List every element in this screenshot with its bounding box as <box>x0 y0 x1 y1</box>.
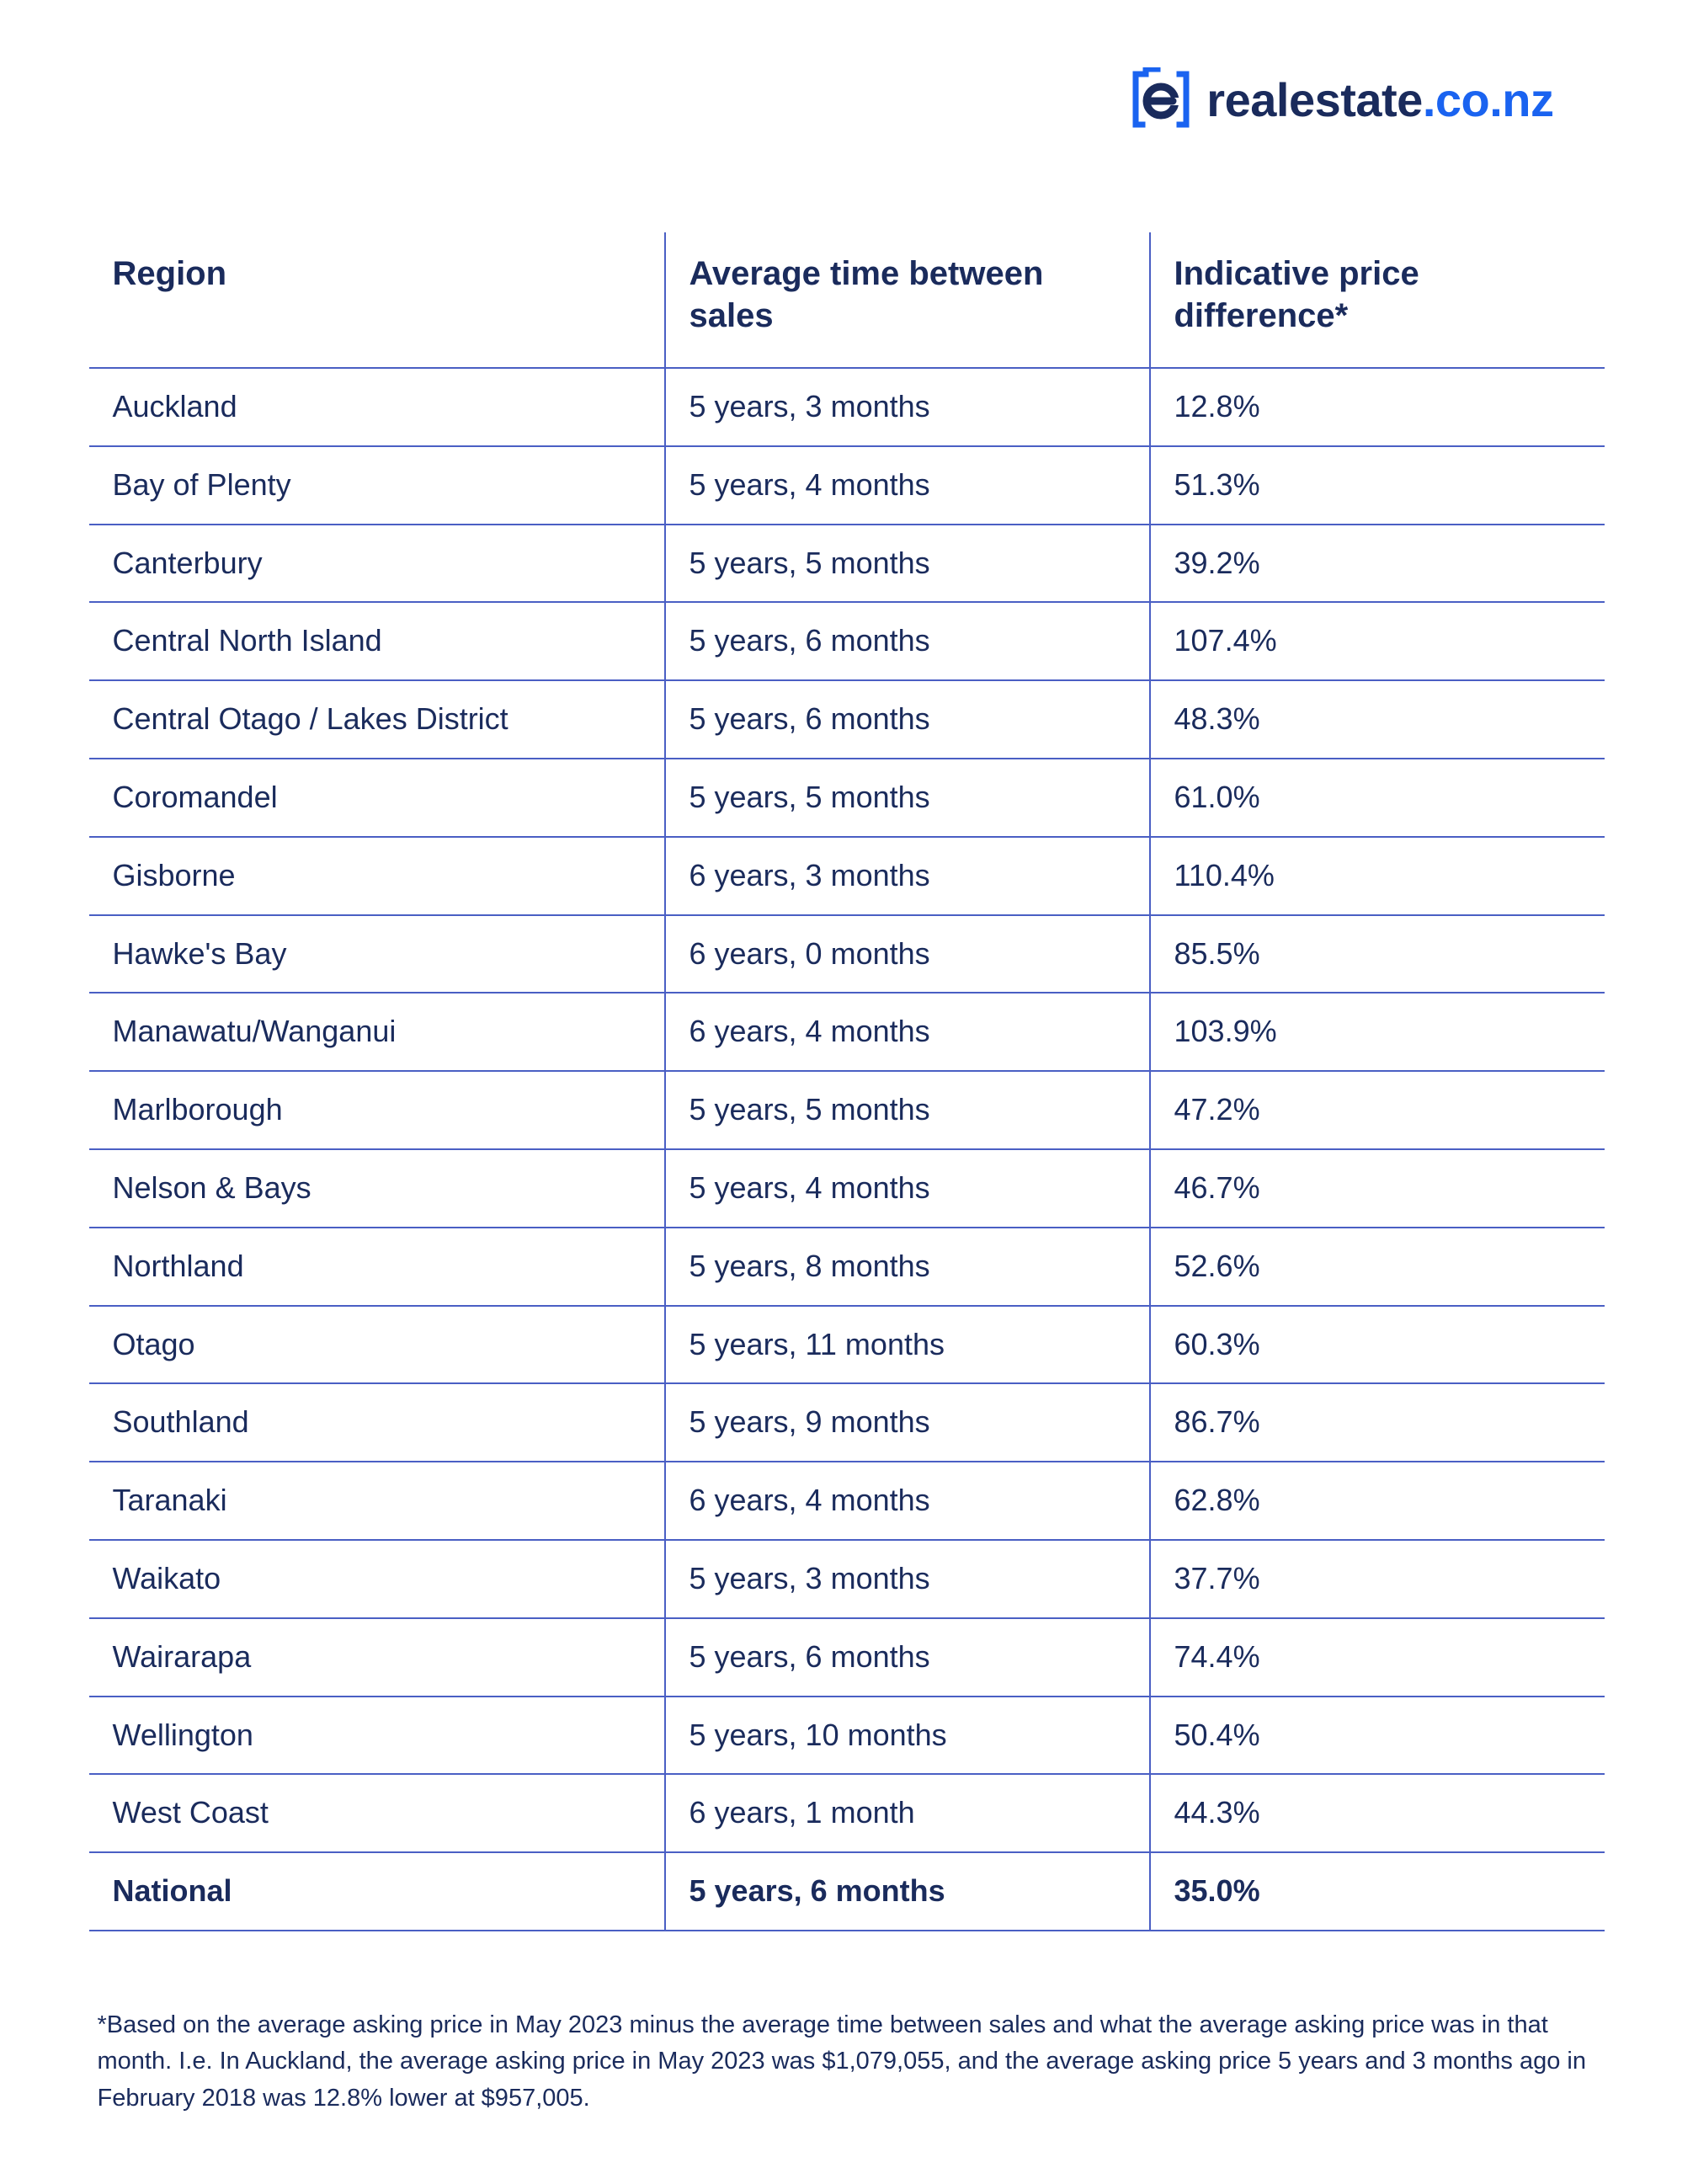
cell-region: Nelson & Bays <box>89 1149 665 1228</box>
cell-diff: 62.8% <box>1150 1462 1605 1540</box>
cell-region: Marlborough <box>89 1071 665 1149</box>
cell-region: Southland <box>89 1383 665 1462</box>
table-row: Central Otago / Lakes District5 years, 6… <box>89 680 1605 759</box>
cell-diff: 44.3% <box>1150 1774 1605 1852</box>
cell-time: 5 years, 10 months <box>665 1697 1150 1775</box>
cell-time: 5 years, 6 months <box>665 1618 1150 1697</box>
table-header-row: Region Average time between sales Indica… <box>89 232 1605 368</box>
cell-diff: 61.0% <box>1150 759 1605 837</box>
cell-time: 5 years, 4 months <box>665 446 1150 525</box>
table-row: Auckland5 years, 3 months12.8% <box>89 368 1605 446</box>
cell-region: Wellington <box>89 1697 665 1775</box>
table-row: Hawke's Bay6 years, 0 months85.5% <box>89 915 1605 993</box>
brand-name-main: realestate <box>1206 73 1423 126</box>
cell-diff: 51.3% <box>1150 446 1605 525</box>
cell-time: 6 years, 4 months <box>665 1462 1150 1540</box>
cell-time: 5 years, 5 months <box>665 525 1150 603</box>
cell-region: Gisborne <box>89 837 665 915</box>
cell-time: 5 years, 9 months <box>665 1383 1150 1462</box>
cell-time: 6 years, 1 month <box>665 1774 1150 1852</box>
cell-diff: 46.7% <box>1150 1149 1605 1228</box>
table-row: Central North Island5 years, 6 months107… <box>89 602 1605 680</box>
col-header-region: Region <box>89 232 665 368</box>
cell-diff: 52.6% <box>1150 1228 1605 1306</box>
table-row: Wairarapa5 years, 6 months74.4% <box>89 1618 1605 1697</box>
cell-region: Central Otago / Lakes District <box>89 680 665 759</box>
cell-diff: 74.4% <box>1150 1618 1605 1697</box>
cell-region: Hawke's Bay <box>89 915 665 993</box>
cell-region: Waikato <box>89 1540 665 1618</box>
cell-time: 5 years, 5 months <box>665 1071 1150 1149</box>
summary-diff: 35.0% <box>1150 1852 1605 1931</box>
cell-diff: 48.3% <box>1150 680 1605 759</box>
cell-time: 5 years, 6 months <box>665 680 1150 759</box>
cell-diff: 110.4% <box>1150 837 1605 915</box>
cell-time: 6 years, 3 months <box>665 837 1150 915</box>
table-row: Marlborough5 years, 5 months47.2% <box>89 1071 1605 1149</box>
table-row: Bay of Plenty5 years, 4 months51.3% <box>89 446 1605 525</box>
cell-region: Taranaki <box>89 1462 665 1540</box>
cell-region: Canterbury <box>89 525 665 603</box>
cell-region: Wairarapa <box>89 1618 665 1697</box>
cell-time: 5 years, 11 months <box>665 1306 1150 1384</box>
brand-e-icon <box>1129 67 1193 131</box>
cell-region: Bay of Plenty <box>89 446 665 525</box>
cell-time: 6 years, 0 months <box>665 915 1150 993</box>
cell-time: 6 years, 4 months <box>665 993 1150 1071</box>
table-row: Waikato5 years, 3 months37.7% <box>89 1540 1605 1618</box>
table-row: Nelson & Bays5 years, 4 months46.7% <box>89 1149 1605 1228</box>
cell-region: Northland <box>89 1228 665 1306</box>
cell-diff: 103.9% <box>1150 993 1605 1071</box>
cell-time: 5 years, 4 months <box>665 1149 1150 1228</box>
table-row: Manawatu/Wanganui6 years, 4 months103.9% <box>89 993 1605 1071</box>
cell-time: 5 years, 3 months <box>665 1540 1150 1618</box>
cell-region: West Coast <box>89 1774 665 1852</box>
col-header-diff: Indicative price difference* <box>1150 232 1605 368</box>
region-price-table: Region Average time between sales Indica… <box>89 232 1605 1931</box>
footnote-text: *Based on the average asking price in Ma… <box>89 2007 1605 2117</box>
table-row: Otago5 years, 11 months60.3% <box>89 1306 1605 1384</box>
cell-time: 5 years, 5 months <box>665 759 1150 837</box>
cell-time: 5 years, 8 months <box>665 1228 1150 1306</box>
table-row: Wellington5 years, 10 months50.4% <box>89 1697 1605 1775</box>
cell-region: Manawatu/Wanganui <box>89 993 665 1071</box>
cell-diff: 39.2% <box>1150 525 1605 603</box>
table-row: Northland5 years, 8 months52.6% <box>89 1228 1605 1306</box>
summary-time: 5 years, 6 months <box>665 1852 1150 1931</box>
table-row: Taranaki6 years, 4 months62.8% <box>89 1462 1605 1540</box>
brand-logo: realestate.co.nz <box>89 67 1605 131</box>
table-row: West Coast6 years, 1 month44.3% <box>89 1774 1605 1852</box>
brand-name-suffix: .co.nz <box>1423 73 1554 126</box>
cell-diff: 107.4% <box>1150 602 1605 680</box>
table-row: Gisborne6 years, 3 months110.4% <box>89 837 1605 915</box>
table-row: Southland5 years, 9 months86.7% <box>89 1383 1605 1462</box>
cell-diff: 47.2% <box>1150 1071 1605 1149</box>
cell-diff: 12.8% <box>1150 368 1605 446</box>
cell-time: 5 years, 3 months <box>665 368 1150 446</box>
cell-region: Coromandel <box>89 759 665 837</box>
cell-region: Auckland <box>89 368 665 446</box>
table-row: Canterbury5 years, 5 months39.2% <box>89 525 1605 603</box>
cell-diff: 86.7% <box>1150 1383 1605 1462</box>
col-header-time: Average time between sales <box>665 232 1150 368</box>
table-row: Coromandel5 years, 5 months61.0% <box>89 759 1605 837</box>
cell-region: Otago <box>89 1306 665 1384</box>
cell-diff: 85.5% <box>1150 915 1605 993</box>
cell-region: Central North Island <box>89 602 665 680</box>
cell-time: 5 years, 6 months <box>665 602 1150 680</box>
table-summary-row: National5 years, 6 months35.0% <box>89 1852 1605 1931</box>
brand-name: realestate.co.nz <box>1206 72 1553 127</box>
cell-diff: 50.4% <box>1150 1697 1605 1775</box>
cell-diff: 37.7% <box>1150 1540 1605 1618</box>
cell-diff: 60.3% <box>1150 1306 1605 1384</box>
summary-region: National <box>89 1852 665 1931</box>
